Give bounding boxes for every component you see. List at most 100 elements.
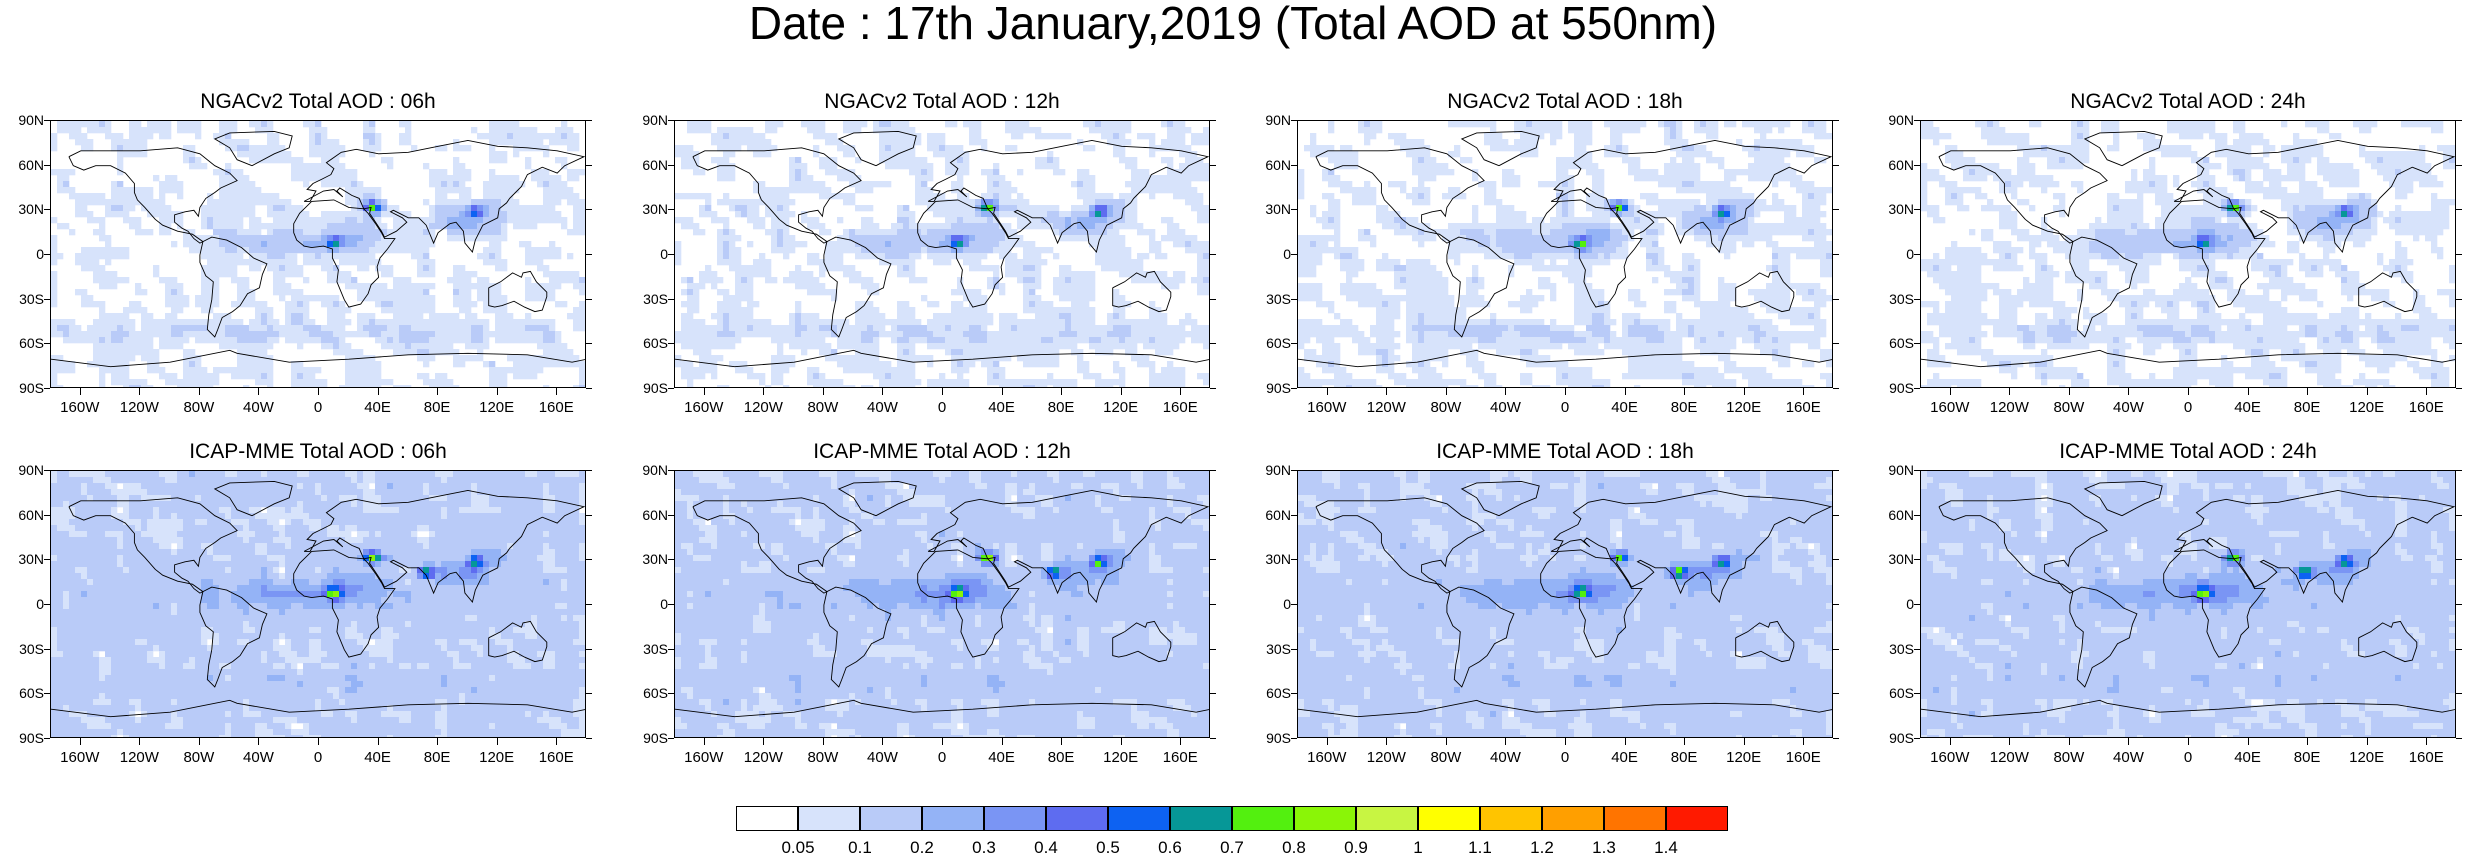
longitude-label: 40W: [1475, 400, 1535, 416]
latitude-tick: [1833, 693, 1839, 694]
longitude-tick: [2009, 388, 2010, 395]
latitude-tick: [586, 604, 592, 605]
longitude-tick: [1327, 738, 1328, 745]
latitude-label: 60S: [628, 686, 668, 700]
longitude-tick: [1180, 388, 1181, 395]
aod-field: [51, 121, 586, 388]
colorbar-swatch: [1232, 806, 1294, 831]
map-frame: [50, 120, 586, 388]
latitude-tick: [668, 604, 674, 605]
latitude-tick: [1833, 254, 1839, 255]
longitude-tick: [1684, 738, 1685, 745]
latitude-tick: [44, 604, 50, 605]
latitude-label: 30S: [4, 292, 44, 306]
latitude-label: 60N: [1251, 508, 1291, 522]
latitude-tick: [1833, 738, 1839, 739]
latitude-label: 0: [4, 597, 44, 611]
latitude-tick: [668, 209, 674, 210]
latitude-label: 90N: [628, 463, 668, 477]
latitude-tick: [586, 254, 592, 255]
longitude-label: 40E: [972, 750, 1032, 766]
latitude-label: 60S: [1874, 336, 1914, 350]
aod-field: [675, 121, 1210, 388]
longitude-tick: [80, 388, 81, 395]
map-frame: [1920, 120, 2456, 388]
longitude-label: 40W: [2098, 750, 2158, 766]
latitude-tick: [668, 559, 674, 560]
colorbar-label: 1.2: [1517, 838, 1567, 858]
longitude-tick: [139, 388, 140, 395]
latitude-label: 60N: [628, 158, 668, 172]
latitude-tick: [1210, 649, 1216, 650]
latitude-tick: [1291, 388, 1297, 389]
longitude-label: 120E: [2337, 400, 2397, 416]
longitude-tick: [1386, 738, 1387, 745]
longitude-label: 120E: [2337, 750, 2397, 766]
latitude-label: 30N: [1251, 552, 1291, 566]
longitude-tick: [1505, 738, 1506, 745]
latitude-tick: [668, 165, 674, 166]
latitude-tick: [1914, 738, 1920, 739]
latitude-tick: [44, 299, 50, 300]
latitude-tick: [44, 120, 50, 121]
latitude-label: 30N: [1874, 552, 1914, 566]
colorbar-swatch: [1170, 806, 1232, 831]
longitude-label: 160W: [674, 400, 734, 416]
latitude-tick: [1210, 209, 1216, 210]
latitude-tick: [1833, 388, 1839, 389]
longitude-tick: [763, 738, 764, 745]
longitude-tick: [1803, 738, 1804, 745]
latitude-tick: [1210, 470, 1216, 471]
latitude-tick: [668, 343, 674, 344]
aod-field: [1298, 471, 1833, 738]
latitude-tick: [2456, 604, 2462, 605]
longitude-tick: [437, 388, 438, 395]
latitude-tick: [1291, 165, 1297, 166]
latitude-tick: [668, 299, 674, 300]
aod-field: [1921, 121, 2456, 388]
longitude-label: 120W: [1356, 750, 1416, 766]
longitude-label: 40W: [852, 750, 912, 766]
latitude-tick: [1210, 515, 1216, 516]
longitude-tick: [556, 738, 557, 745]
colorbar-label: 0.2: [897, 838, 947, 858]
longitude-label: 160E: [526, 400, 586, 416]
map-frame: [674, 470, 1210, 738]
latitude-tick: [2456, 254, 2462, 255]
latitude-tick: [586, 209, 592, 210]
longitude-tick: [80, 738, 81, 745]
latitude-tick: [668, 388, 674, 389]
longitude-tick: [1446, 388, 1447, 395]
latitude-label: 30N: [628, 552, 668, 566]
longitude-tick: [2069, 738, 2070, 745]
longitude-tick: [1505, 388, 1506, 395]
longitude-label: 120W: [733, 400, 793, 416]
latitude-tick: [586, 470, 592, 471]
longitude-tick: [1446, 738, 1447, 745]
latitude-label: 30N: [4, 202, 44, 216]
panel-title: NGACv2 Total AOD : 12h: [674, 90, 1210, 114]
longitude-label: 160W: [1297, 400, 1357, 416]
latitude-label: 60N: [4, 158, 44, 172]
longitude-tick: [1625, 738, 1626, 745]
longitude-tick: [2426, 738, 2427, 745]
longitude-tick: [437, 738, 438, 745]
longitude-label: 40E: [972, 400, 1032, 416]
colorbar-label: 1.1: [1455, 838, 1505, 858]
longitude-tick: [2248, 738, 2249, 745]
latitude-tick: [668, 470, 674, 471]
colorbar-swatch: [1604, 806, 1666, 831]
latitude-tick: [1210, 604, 1216, 605]
latitude-label: 60S: [1251, 686, 1291, 700]
latitude-tick: [668, 693, 674, 694]
latitude-tick: [1833, 120, 1839, 121]
aod-map: [1298, 471, 1833, 738]
colorbar-swatch: [922, 806, 984, 831]
latitude-tick: [1291, 649, 1297, 650]
latitude-tick: [44, 515, 50, 516]
aod-map: [1921, 121, 2456, 388]
map-frame: [50, 470, 586, 738]
longitude-label: 40W: [2098, 400, 2158, 416]
